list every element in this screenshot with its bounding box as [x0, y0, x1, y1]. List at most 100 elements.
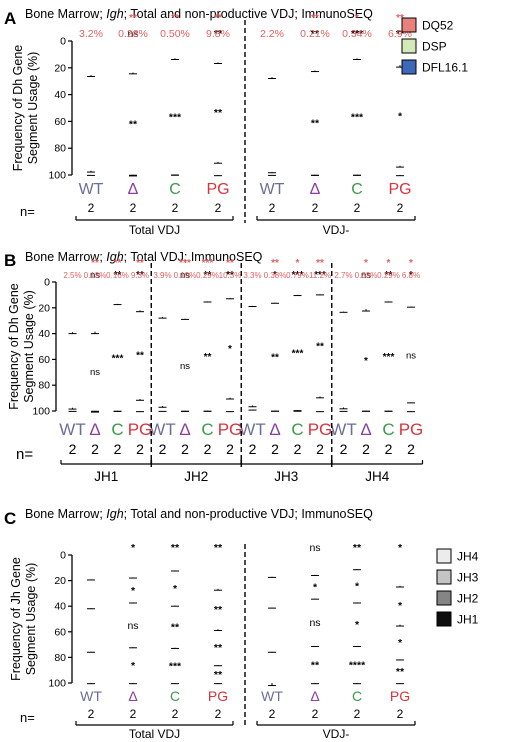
legend-swatch: [401, 38, 417, 54]
significance-stars: **: [311, 118, 320, 130]
category-label: WT: [149, 420, 175, 439]
significance-stars: **: [214, 107, 223, 119]
dq52-percent-label: 3.2%: [79, 28, 103, 40]
n-value: 2: [269, 201, 276, 215]
legend: DQ52 DSP DFL16.1: [401, 17, 468, 75]
dq52-percent-label: 2.2%: [260, 28, 284, 40]
dq52-percent-label: 9.8%: [206, 28, 230, 40]
n-value: 2: [312, 707, 319, 721]
category-label: C: [382, 420, 394, 439]
y-tick-label: 0: [60, 550, 66, 562]
significance-stars: **: [214, 542, 223, 554]
bar-6: ****0.21%**Δ2: [300, 13, 330, 215]
panel-c: C Bone Marrow; Igh; Total and non-product…: [4, 507, 479, 741]
n-value: 2: [362, 441, 370, 457]
dq52-significance-stars: **: [171, 13, 179, 24]
dq52-significance-stars: *: [364, 258, 368, 269]
category-label: PG: [206, 181, 229, 198]
n-value: 2: [136, 441, 144, 457]
ns-label: ns: [361, 270, 371, 281]
n-value: 2: [88, 201, 95, 215]
n-value: 2: [354, 201, 361, 215]
bar-8: ***10.3%**PG2: [218, 258, 243, 457]
significance-stars: *: [398, 110, 403, 122]
legend-label: JH3: [457, 571, 479, 585]
significance-stars: ***: [169, 111, 182, 123]
bar-5: 2.2% WT 2: [260, 28, 285, 215]
bar-2: * * ns * Δ 2: [127, 542, 138, 721]
ns-label: ns: [90, 367, 100, 378]
dq52-percent-label: 11.2%: [309, 271, 331, 280]
significance-stars: *: [313, 582, 318, 594]
significance-stars: **: [204, 270, 212, 281]
n-value: 2: [215, 707, 222, 721]
bar-2: ns ** 0.28% ** Δ 2: [118, 13, 148, 215]
significance-stars: **: [129, 119, 138, 131]
y-tick-label: 20: [54, 62, 66, 74]
group-label: VDJ-: [323, 727, 350, 741]
bar-7: ********C2: [349, 542, 366, 721]
ns-label: ns: [180, 270, 190, 281]
category-label: C: [352, 688, 362, 704]
legend-label: JH2: [457, 592, 479, 606]
significance-stars: *: [398, 542, 403, 554]
dq52-percent-label: 0.19%: [174, 271, 197, 280]
dq52-significance-stars: **: [214, 13, 222, 24]
n-label: n=: [20, 710, 35, 725]
bar-5: 3.9% WT 2: [149, 271, 175, 457]
group-3: JH3: [240, 460, 333, 484]
significance-stars: **: [114, 270, 122, 281]
dq52-percent-label: 0.33%: [355, 271, 378, 280]
y-axis-label: Frequency of Jh Gene Segment Usage (%): [9, 557, 38, 681]
dq52-percent-label: 0.38%: [264, 271, 287, 280]
n-value: 2: [172, 707, 179, 721]
n-value: 2: [397, 201, 404, 215]
bar-1: WT 2: [80, 579, 102, 721]
category-label: C: [170, 688, 180, 704]
group-1: Total VDJ: [75, 216, 234, 237]
legend-swatch: [401, 17, 417, 33]
dq52-percent-label: 3.3%: [243, 271, 261, 280]
chart-title: Bone Marrow; Igh; Total VDJ; ImmunoSEQ: [25, 250, 263, 264]
y-tick-label: 0: [44, 277, 50, 289]
chart-title: Bone Marrow; Igh; Total and non-producti…: [25, 507, 373, 521]
significance-stars: **: [136, 351, 144, 362]
legend-swatch: [436, 611, 452, 627]
legend: JH4 JH3 JH2 JH1: [436, 548, 479, 627]
dq52-significance-stars: **: [136, 258, 144, 269]
significance-stars: *: [364, 356, 368, 367]
y-tick-label: 60: [38, 354, 50, 366]
significance-stars: ***: [351, 28, 364, 40]
y-tick-label: 60: [54, 626, 66, 638]
bar-13: 2.7% WT 2: [330, 271, 356, 457]
significance-stars: *: [355, 581, 360, 593]
group-1: Total VDJ: [75, 721, 234, 741]
significance-stars: **: [214, 669, 223, 681]
category-label: WT: [260, 181, 285, 198]
y-tick-label: 80: [54, 652, 66, 664]
group-label: JH3: [274, 469, 298, 484]
dq52-percent-label: 0.29%: [377, 271, 400, 280]
significance-stars: **: [271, 353, 279, 364]
category-label: WT: [330, 420, 356, 439]
n-value: 2: [354, 707, 361, 721]
significance-stars: **: [353, 542, 362, 554]
panel-letter: A: [4, 9, 16, 28]
significance-stars: *: [355, 619, 360, 631]
ns-label: ns: [180, 361, 190, 372]
n-value: 2: [271, 441, 279, 457]
dq52-percent-label: 0.21%: [300, 28, 330, 40]
category-label: WT: [261, 688, 283, 704]
y-axis-label: Frequency of Dh Gene Segment Usage (%): [11, 45, 40, 172]
dq52-significance-stars: **: [129, 13, 137, 24]
group-label: JH1: [94, 469, 118, 484]
legend-swatch: [436, 569, 452, 585]
bar-4: ** ** ** ** PG 2: [208, 542, 228, 721]
bar-16: *ns6.8%*PG2: [399, 258, 424, 457]
dq52-significance-stars: *: [355, 13, 359, 24]
n-value: 2: [88, 707, 95, 721]
significance-stars: **: [136, 270, 144, 281]
n-value: 2: [130, 707, 137, 721]
